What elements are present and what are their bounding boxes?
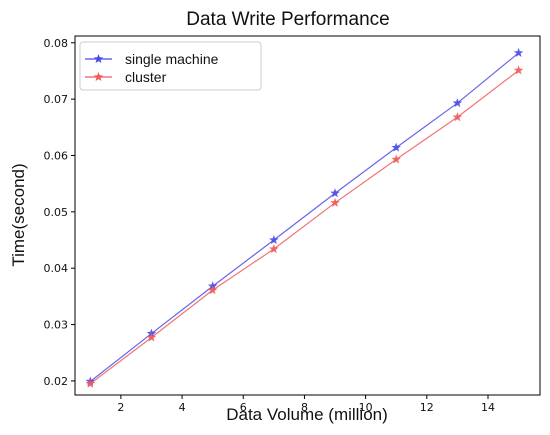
data-point-single-machine bbox=[391, 142, 401, 152]
series-line-single-machine bbox=[89, 52, 519, 382]
legend-box bbox=[79, 41, 262, 91]
y-tick-label: 0.06 bbox=[44, 149, 69, 162]
data-point-single-machine bbox=[452, 98, 463, 108]
y-axis: 0.02 0.03 0.04 0.05 0.06 0.07 0.08 bbox=[44, 37, 75, 388]
legend-label-cluster: cluster bbox=[125, 69, 167, 85]
y-tick-label: 0.08 bbox=[44, 37, 69, 50]
x-tick-label: 10 bbox=[359, 401, 373, 414]
data-point-cluster bbox=[391, 154, 401, 164]
data-point-cluster bbox=[207, 285, 218, 295]
data-point-single-machine bbox=[269, 235, 279, 245]
legend-marker-single-machine bbox=[93, 54, 104, 64]
data-point-cluster bbox=[269, 244, 279, 254]
y-tick-label: 0.02 bbox=[44, 375, 69, 388]
y-tick-label: 0.04 bbox=[44, 262, 69, 275]
y-tick-label: 0.03 bbox=[44, 319, 69, 332]
series-line-cluster bbox=[89, 69, 519, 385]
y-axis-label: Time(second) bbox=[9, 163, 28, 266]
x-tick-label: 8 bbox=[301, 401, 308, 414]
y-tick-label: 0.07 bbox=[44, 93, 69, 106]
x-tick-label: 4 bbox=[179, 401, 186, 414]
legend: single machine cluster bbox=[79, 41, 262, 91]
data-point-cluster bbox=[513, 65, 524, 75]
x-tick-label: 12 bbox=[420, 401, 434, 414]
x-tick-label: 6 bbox=[240, 401, 247, 414]
data-point-cluster bbox=[146, 332, 157, 342]
data-point-single-machine bbox=[513, 47, 524, 57]
plot-area-frame bbox=[74, 35, 541, 396]
x-axis-label: Data Volume (million) bbox=[226, 405, 388, 424]
y-tick-label: 0.05 bbox=[44, 206, 69, 219]
chart-title: Data Write Performance bbox=[186, 9, 389, 30]
series-layer bbox=[85, 47, 524, 388]
legend-marker-cluster bbox=[93, 72, 104, 82]
data-point-cluster bbox=[85, 378, 96, 388]
x-axis: 2 4 6 8 10 12 14 bbox=[117, 395, 495, 414]
data-point-cluster bbox=[330, 197, 340, 207]
data-point-single-machine bbox=[330, 188, 340, 198]
x-tick-label: 2 bbox=[117, 401, 124, 414]
x-tick-label: 14 bbox=[481, 401, 495, 414]
data-point-cluster bbox=[452, 112, 463, 122]
legend-label-single-machine: single machine bbox=[125, 51, 219, 67]
